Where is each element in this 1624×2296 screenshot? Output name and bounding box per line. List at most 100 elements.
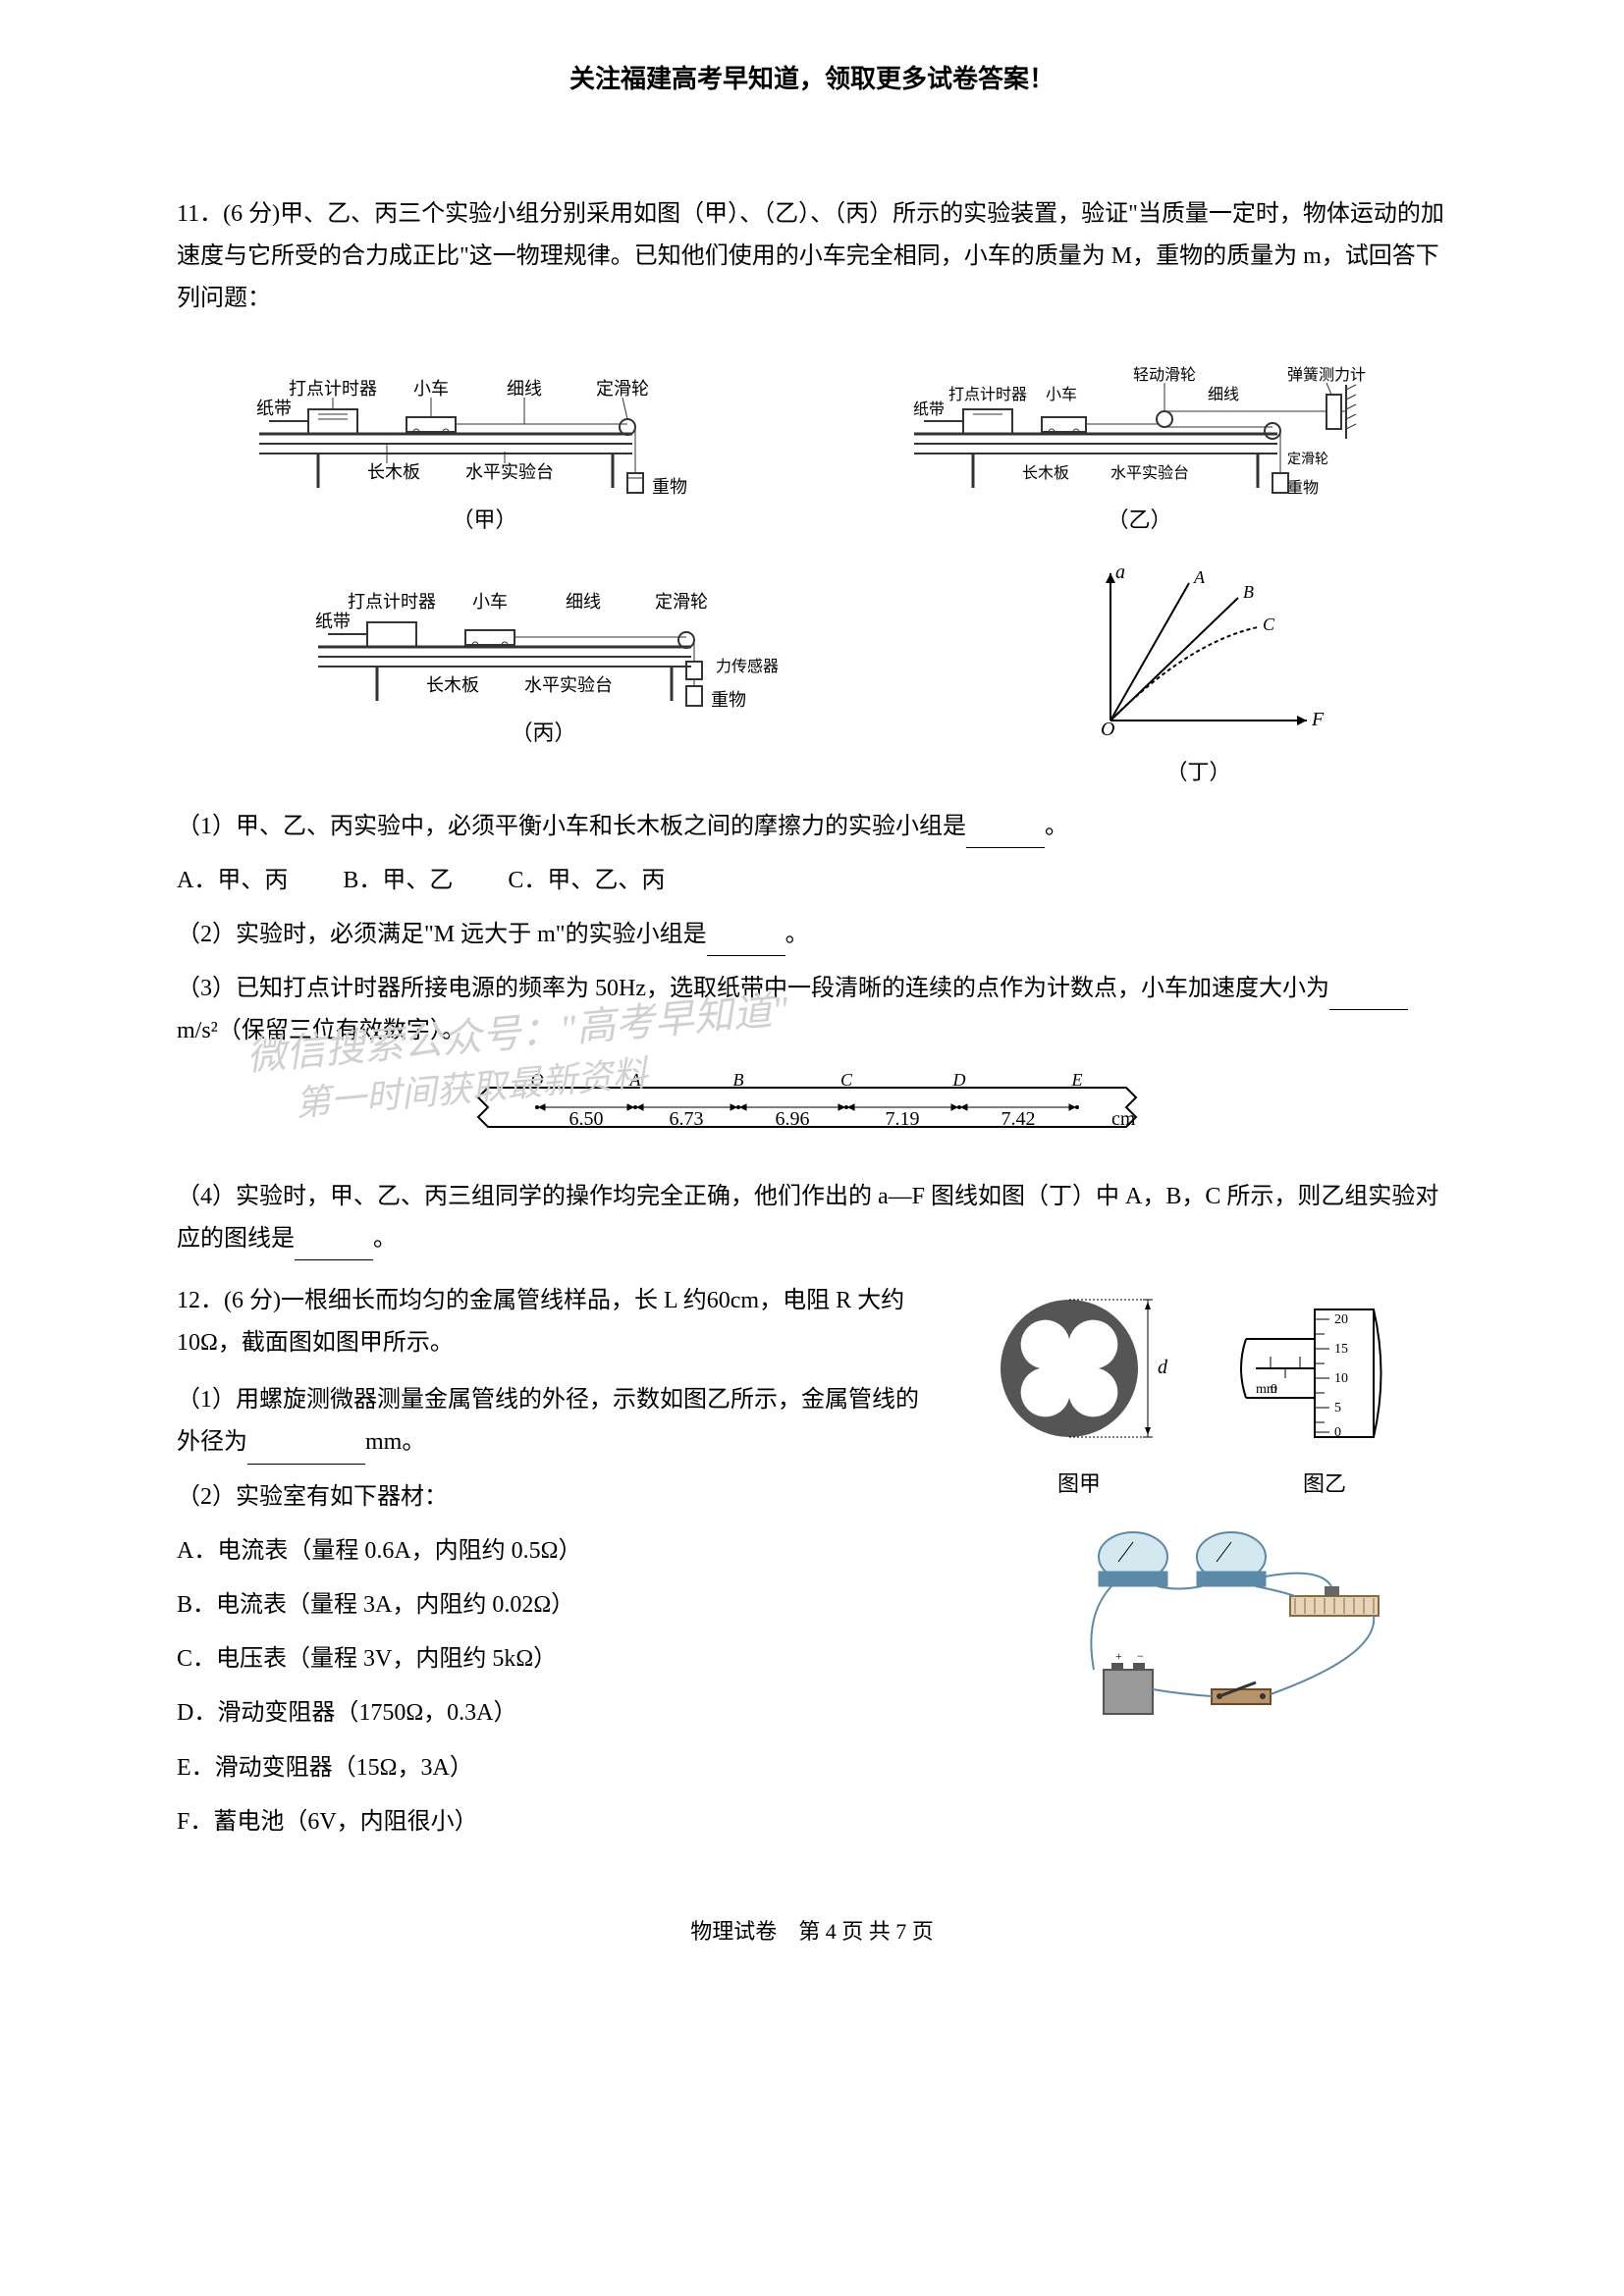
svg-text:6.50: 6.50 xyxy=(569,1108,604,1130)
svg-text:水平实验台: 水平实验台 xyxy=(524,675,613,695)
label-jia: （甲） xyxy=(452,503,516,534)
svg-text:定滑轮: 定滑轮 xyxy=(596,379,649,399)
q11-intro-text: 甲、乙、丙三个实验小组分别采用如图（甲）、（乙）、（丙）所示的实验装置，验证"当… xyxy=(177,201,1444,311)
svg-text:cm: cm xyxy=(1111,1108,1136,1130)
svg-text:重物: 重物 xyxy=(711,690,746,710)
option-a[interactable]: A．甲、丙 xyxy=(177,868,288,893)
q12-number: 12． xyxy=(177,1288,224,1313)
option-c[interactable]: C．甲、乙、丙 xyxy=(508,868,665,893)
q12-eq-f: F．蓄电池（6V，内阻很小） xyxy=(177,1801,937,1843)
q11-sub3-unit: m/s²（保留三位有效数字）。 xyxy=(177,1018,465,1043)
apparatus-row-1: 打点计时器 小车 细线 定滑轮 纸带 长木板 水平实验台 重物 （甲） xyxy=(177,341,1447,534)
svg-text:B: B xyxy=(1243,582,1254,602)
svg-text:小车: 小车 xyxy=(1045,386,1076,403)
fig-yi-label: 图乙 xyxy=(1226,1467,1423,1498)
fig-jia-label: 图甲 xyxy=(981,1467,1177,1498)
svg-text:重物: 重物 xyxy=(652,477,687,497)
blank-3[interactable] xyxy=(1329,988,1408,1010)
svg-text:6.96: 6.96 xyxy=(776,1108,810,1130)
label-ding: （丁） xyxy=(1165,755,1230,786)
svg-text:力传感器: 力传感器 xyxy=(716,658,779,675)
graph-ding: O a F A B C xyxy=(1071,554,1326,750)
apparatus-bing: 打点计时器 小车 细线 定滑轮 纸带 长木板 水平实验台 力传感器 重物 xyxy=(298,554,789,711)
svg-text:10: 10 xyxy=(1334,1371,1348,1386)
apparatus-row-2: 打点计时器 小车 细线 定滑轮 纸带 长木板 水平实验台 力传感器 重物 （丙） xyxy=(177,554,1447,786)
label-bing: （丙） xyxy=(511,716,575,747)
apparatus-jia: 打点计时器 小车 细线 定滑轮 纸带 长木板 水平实验台 重物 xyxy=(240,341,731,498)
svg-text:O: O xyxy=(1101,719,1114,740)
svg-text:15: 15 xyxy=(1334,1342,1348,1357)
svg-text:F: F xyxy=(1311,709,1325,730)
option-b[interactable]: B．甲、乙 xyxy=(343,868,453,893)
q11-options: A．甲、丙 B．甲、乙 C．甲、乙、丙 xyxy=(177,860,1447,902)
q11-sub4: （4）实验时，甲、乙、丙三组同学的操作均完全正确，他们作出的 a—F 图线如图（… xyxy=(177,1176,1447,1260)
svg-text:打点计时器: 打点计时器 xyxy=(348,592,436,612)
svg-text:定滑轮: 定滑轮 xyxy=(655,592,708,612)
svg-text:B: B xyxy=(733,1070,744,1090)
svg-text:长木板: 长木板 xyxy=(367,462,420,482)
svg-text:打点计时器: 打点计时器 xyxy=(289,379,377,399)
graph-ding-col: O a F A B C （丁） xyxy=(1071,554,1326,786)
q12-eq-e: E．滑动变阻器（15Ω，3A） xyxy=(177,1747,937,1789)
svg-text:O: O xyxy=(531,1070,544,1090)
svg-text:打点计时器: 打点计时器 xyxy=(947,386,1026,403)
blank-2[interactable] xyxy=(707,934,785,956)
svg-text:C: C xyxy=(1263,614,1275,634)
footer-subject: 物理试卷 xyxy=(690,1919,777,1944)
tape-diagram: O A B C D E xyxy=(177,1068,1447,1161)
page-footer: 物理试卷 第 4 页 共 7 页 xyxy=(177,1914,1447,1946)
q12-eq-b: B．电流表（量程 3A，内阻约 0.02Ω） xyxy=(177,1584,937,1627)
svg-text:纸带: 纸带 xyxy=(315,612,351,631)
svg-text:长木板: 长木板 xyxy=(1022,464,1069,482)
svg-text:a: a xyxy=(1115,561,1125,583)
blank-4[interactable] xyxy=(295,1239,373,1260)
q11-sub2-text: （2）实验时，必须满足"M 远大于 m"的实验小组是 xyxy=(177,922,707,947)
svg-text:−: − xyxy=(1137,1649,1144,1663)
svg-text:D: D xyxy=(952,1070,966,1090)
q11-sub1-text: （1）甲、乙、丙实验中，必须平衡小车和长木板之间的摩擦力的实验小组是 xyxy=(177,814,966,839)
q12-points: (6 分) xyxy=(224,1288,281,1313)
q12-sub1: （1）用螺旋测微器测量金属管线的外径，示数如图乙所示，金属管线的外径为mm。 xyxy=(177,1379,937,1464)
question-12: 12．(6 分)一根细长而均匀的金属管线样品，长 L 约60cm，电阻 R 大约… xyxy=(177,1280,1447,1855)
q11-sub2-end: 。 xyxy=(785,922,809,947)
blank-5[interactable] xyxy=(247,1443,365,1465)
q12-sub1-unit: mm。 xyxy=(365,1429,425,1455)
apparatus-jia-col: 打点计时器 小车 细线 定滑轮 纸带 长木板 水平实验台 重物 （甲） xyxy=(240,341,731,534)
page-header: 关注福建高考早知道，领取更多试卷答案！ xyxy=(177,59,1447,95)
footer-page: 第 4 页 共 7 页 xyxy=(798,1919,934,1944)
q12-figures: d 图甲 xyxy=(956,1280,1447,1855)
svg-text:d: d xyxy=(1158,1357,1168,1378)
apparatus-bing-col: 打点计时器 小车 细线 定滑轮 纸带 长木板 水平实验台 力传感器 重物 （丙） xyxy=(298,554,789,786)
cross-section-fig: d 图甲 xyxy=(981,1280,1177,1498)
svg-text:小车: 小车 xyxy=(472,592,508,612)
svg-text:6.73: 6.73 xyxy=(670,1108,704,1130)
q11-sub3: （3）已知打点计时器所接电源的频率为 50Hz，选取纸带中一段清晰的连续的点作为… xyxy=(177,968,1447,1052)
apparatus-yi: 打点计时器 小车 轻动滑轮 细线 弹簧测力计 纸带 长木板 水平实验台 重物 定… xyxy=(894,341,1385,498)
q12-eq-a: A．电流表（量程 0.6A，内阻约 0.5Ω） xyxy=(177,1530,937,1573)
svg-text:细线: 细线 xyxy=(566,592,601,612)
circuit-fig: + − xyxy=(956,1518,1447,1738)
svg-text:长木板: 长木板 xyxy=(426,675,479,695)
svg-text:细线: 细线 xyxy=(507,379,542,399)
micrometer-fig: 0 mm 20 15 10 xyxy=(1226,1280,1423,1498)
svg-text:水平实验台: 水平实验台 xyxy=(1110,464,1189,482)
q12-intro-text: 一根细长而均匀的金属管线样品，长 L 约60cm，电阻 R 大约 10Ω，截面图… xyxy=(177,1288,904,1356)
svg-text:5: 5 xyxy=(1334,1401,1341,1415)
svg-text:E: E xyxy=(1071,1070,1083,1090)
q11-sub3-text: （3）已知打点计时器所接电源的频率为 50Hz，选取纸带中一段清晰的连续的点作为… xyxy=(177,976,1329,1001)
blank-1[interactable] xyxy=(966,827,1045,848)
q11-number: 11． xyxy=(177,201,223,227)
q12-intro: 12．(6 分)一根细长而均匀的金属管线样品，长 L 约60cm，电阻 R 大约… xyxy=(177,1280,937,1364)
q11-sub4-end: 。 xyxy=(373,1226,397,1252)
svg-text:A: A xyxy=(629,1070,642,1090)
label-yi: （乙） xyxy=(1107,503,1171,534)
svg-text:7.19: 7.19 xyxy=(886,1108,920,1130)
svg-text:轻动滑轮: 轻动滑轮 xyxy=(1132,366,1195,384)
q11-points: (6 分) xyxy=(223,201,280,227)
q11-sub1: （1）甲、乙、丙实验中，必须平衡小车和长木板之间的摩擦力的实验小组是。 xyxy=(177,806,1447,848)
svg-text:7.42: 7.42 xyxy=(1001,1108,1036,1130)
q11-intro: 11．(6 分)甲、乙、丙三个实验小组分别采用如图（甲）、（乙）、（丙）所示的实… xyxy=(177,193,1447,321)
svg-text:弹簧测力计: 弹簧测力计 xyxy=(1286,365,1365,384)
q12-eq-d: D．滑动变阻器（1750Ω，0.3A） xyxy=(177,1692,937,1735)
svg-text:细线: 细线 xyxy=(1207,386,1238,403)
